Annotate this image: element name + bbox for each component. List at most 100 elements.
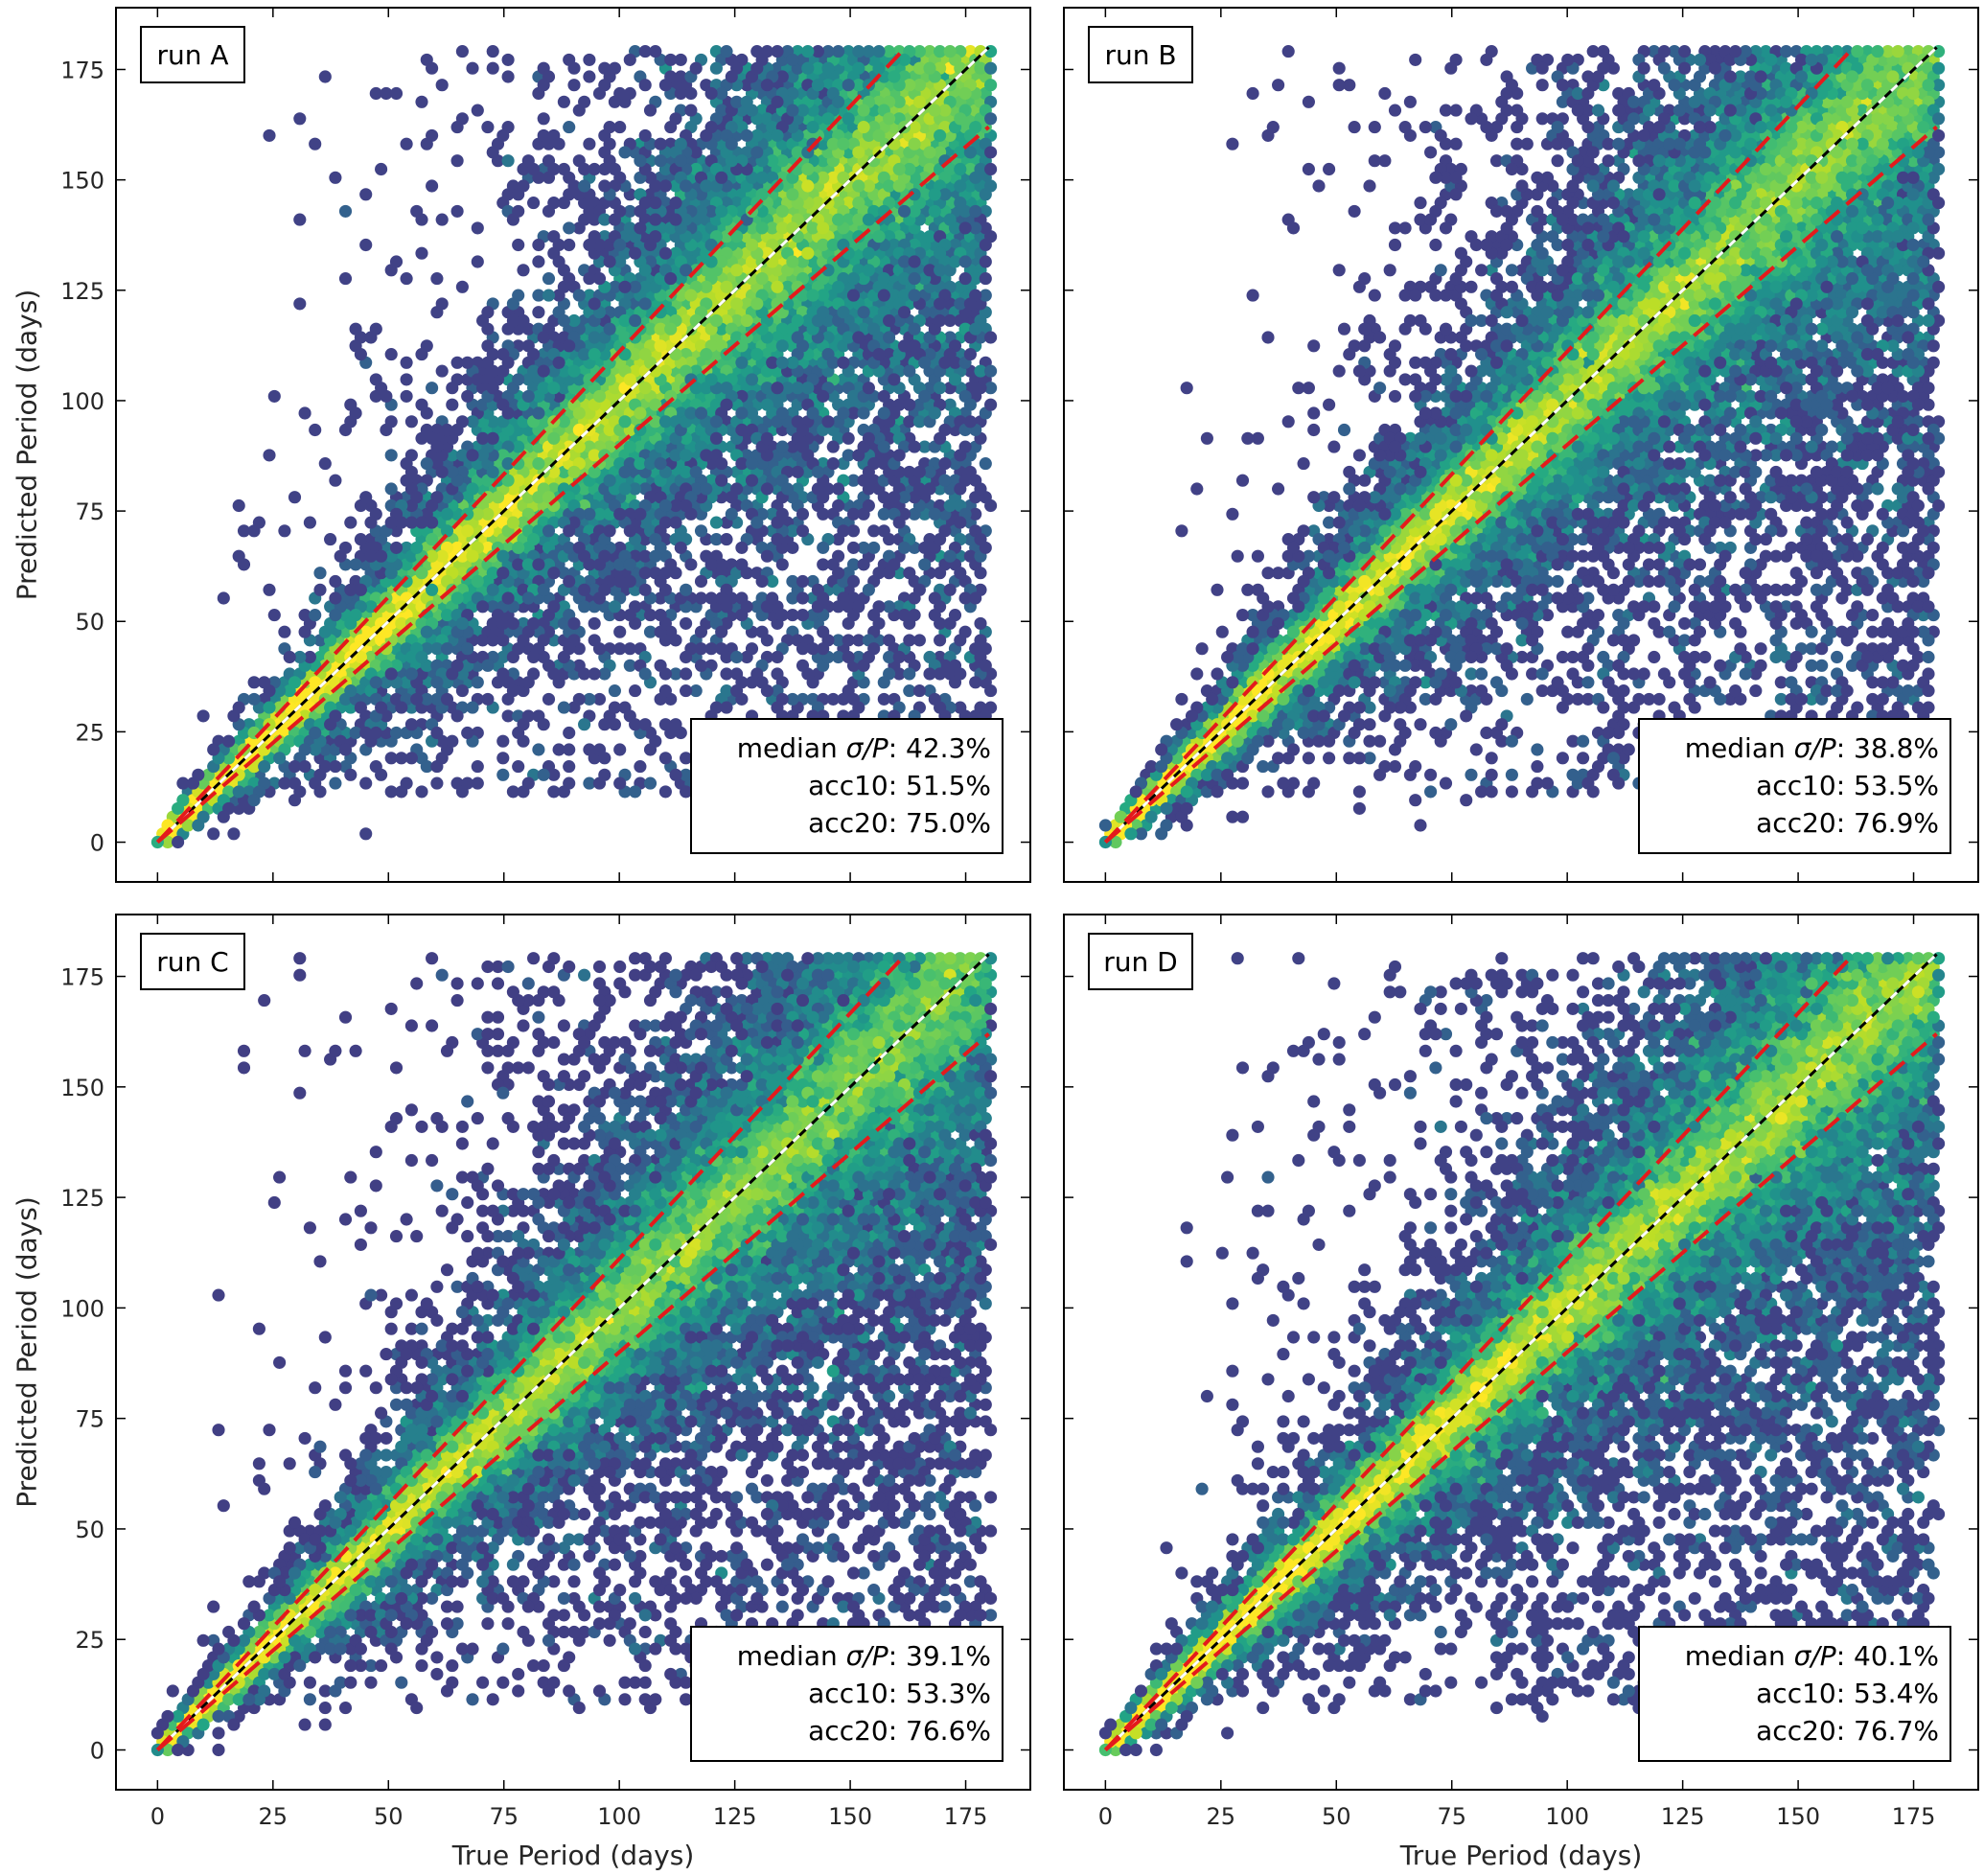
hexbin-cell xyxy=(826,440,840,453)
hexbin-cell xyxy=(567,465,581,478)
hexbin-cell xyxy=(775,154,789,168)
hexbin-cell xyxy=(867,457,881,471)
hexbin-cell xyxy=(512,474,525,487)
hexbin-cell xyxy=(817,389,830,403)
hexbin-cell xyxy=(572,692,586,706)
hexbin-cell xyxy=(811,79,824,92)
hexbin-cell xyxy=(649,398,662,411)
hexbin-cell xyxy=(557,650,570,664)
hexbin-cell xyxy=(892,162,906,176)
hexbin-cell xyxy=(892,179,906,193)
hexbin-cell xyxy=(613,642,627,656)
hexbin-cell xyxy=(384,752,398,765)
hexbin-cell xyxy=(557,415,570,428)
hexbin-cell xyxy=(658,567,672,580)
hexbin-cell xyxy=(918,558,932,571)
hexbin-cell xyxy=(654,154,667,168)
hexbin-cell xyxy=(638,667,652,681)
hexbin-cell xyxy=(634,221,647,235)
hexbin-cell xyxy=(760,431,773,445)
hexbin-cell xyxy=(440,507,454,521)
hexbin-cell xyxy=(862,382,875,395)
hexbin-cell xyxy=(877,676,890,689)
hexbin-cell xyxy=(496,752,510,765)
hexbin-cell xyxy=(796,524,810,538)
hexbin-cell xyxy=(471,373,484,386)
y-tick-label: 125 xyxy=(60,278,104,305)
hexbin-cell xyxy=(842,650,855,664)
hexbin-cell xyxy=(832,482,845,496)
hexbin-cell xyxy=(654,322,667,336)
hexbin-cell xyxy=(634,423,647,437)
hexbin-cell xyxy=(979,255,992,268)
hexbin-cell xyxy=(313,785,327,799)
hexbin-cell xyxy=(725,491,738,504)
hexbin-cell xyxy=(410,204,424,218)
hexbin-cell xyxy=(669,197,682,210)
hexbin-cell xyxy=(309,137,322,151)
hexbin-cell xyxy=(506,313,519,328)
hexbin-cell xyxy=(578,718,591,731)
hexbin-cell xyxy=(730,650,744,664)
hexbin-cell xyxy=(928,507,941,521)
hexbin-cell xyxy=(547,246,561,260)
hexbin-cell xyxy=(826,137,840,151)
hexbin-cell xyxy=(704,591,718,605)
hexbin-cell xyxy=(501,356,515,369)
hexbin-cell xyxy=(938,457,952,471)
hexbin-cell xyxy=(715,642,728,656)
hexbin-cell xyxy=(232,549,245,563)
hexbin-cell xyxy=(877,389,890,403)
hexbin-cell xyxy=(638,197,652,210)
hexbin-cell xyxy=(872,61,886,75)
hexbin-cell xyxy=(786,53,799,66)
hexbin-cell xyxy=(954,516,967,529)
hexbin-cell xyxy=(658,684,672,698)
hexbin-cell xyxy=(384,567,398,580)
hexbin-cell xyxy=(618,482,632,496)
hexbin-cell xyxy=(267,389,281,403)
hexbin-cell xyxy=(410,692,424,706)
hexbin-cell xyxy=(984,61,998,75)
hexbin-cell xyxy=(440,524,454,538)
hexbin-cell xyxy=(928,104,941,117)
hexbin-cell xyxy=(512,541,525,554)
hexbin-cell xyxy=(247,794,261,807)
hexbin-cell xyxy=(766,591,779,605)
hexbin-cell xyxy=(912,583,926,596)
hexbin-cell xyxy=(958,474,972,487)
hexbin-cell xyxy=(400,373,413,386)
hexbin-cell xyxy=(192,768,205,781)
hexbin-cell xyxy=(934,600,947,614)
hexbin-cell xyxy=(227,709,241,723)
hexbin-cell xyxy=(278,524,291,538)
hexbin-cell xyxy=(709,431,723,445)
hexbin-cell xyxy=(404,752,418,765)
hexbin-cell xyxy=(842,112,855,126)
hexbin-cell xyxy=(501,591,515,605)
hexbin-cell xyxy=(486,634,499,647)
hexbin-cell xyxy=(745,474,759,487)
hexbin-cell xyxy=(897,204,911,218)
hexbin-cell xyxy=(908,255,921,268)
hexbin-cell xyxy=(892,449,906,462)
hexbin-cell xyxy=(583,70,596,83)
hexbin-cell xyxy=(781,382,795,395)
hexbin-cell xyxy=(974,382,987,395)
hexbin-cell xyxy=(293,213,307,226)
hexbin-cell xyxy=(857,121,870,134)
hexbin-cell xyxy=(760,684,773,698)
hexbin-cell xyxy=(313,583,327,596)
hexbin-cell xyxy=(375,162,388,176)
hexbin-cell xyxy=(1302,162,1315,176)
hexbin-cell xyxy=(846,389,861,403)
hexbin-cell xyxy=(963,398,977,411)
hexbin-cell xyxy=(380,625,393,638)
hexbin-cell xyxy=(400,389,413,403)
hexbin-cell xyxy=(466,701,479,714)
hexbin-cell xyxy=(918,389,932,403)
hexbin-cell xyxy=(309,726,322,740)
hexbin-cell xyxy=(638,128,652,142)
hexbin-cell xyxy=(669,667,682,681)
hexbin-cell xyxy=(720,382,733,395)
